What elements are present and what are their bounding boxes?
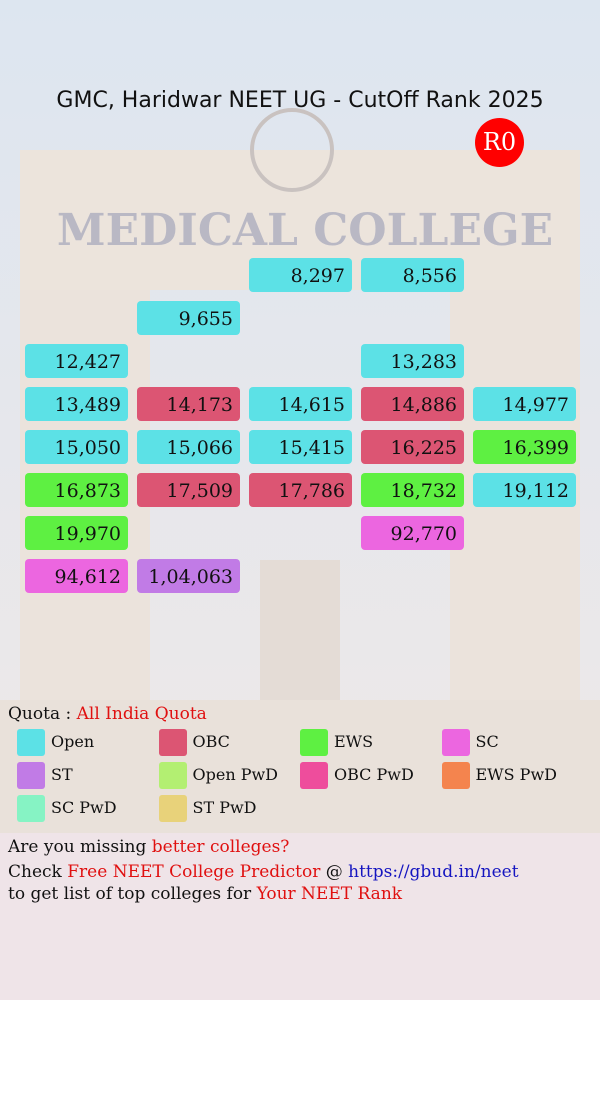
legend-swatch [441, 762, 470, 789]
legend-swatch [17, 762, 45, 789]
legend-label: Open PwD [192, 765, 279, 784]
highlight[interactable]: Free NEET College Predictor [67, 862, 321, 882]
legend-item: ST [17, 761, 73, 789]
legend-swatch [17, 795, 45, 822]
legend-swatch [17, 729, 45, 756]
rank-cell: 18,732 [361, 473, 464, 507]
quota: Quota : All India Quota [8, 704, 207, 724]
legend-swatch [300, 762, 328, 789]
text: Check [8, 862, 62, 882]
legend-swatch [158, 795, 187, 822]
rank-cell: 14,173 [137, 387, 240, 421]
rank-cell: 14,977 [473, 387, 576, 421]
quota-value: All India Quota [76, 704, 207, 724]
rank-cell: 9,655 [137, 301, 240, 335]
rank-cell: 16,873 [25, 473, 128, 507]
legend-label: Open [51, 732, 95, 751]
legend-item: SC [441, 728, 499, 756]
legend-label: OBC [192, 732, 230, 751]
text: to get list of top colleges for [8, 884, 252, 904]
rank-cell: 15,050 [25, 430, 128, 464]
rank-cell: 8,556 [361, 258, 464, 292]
footer-line: to get list of top colleges for Your NEE… [8, 884, 402, 904]
rank-cell: 15,415 [249, 430, 352, 464]
rank-cell: 16,399 [473, 430, 576, 464]
rank-cell: 13,489 [25, 387, 128, 421]
legend-item: SC PwD [17, 794, 117, 822]
rank-cell: 8,297 [249, 258, 352, 292]
rank-cell: 19,112 [473, 473, 576, 507]
rank-cell: 17,786 [249, 473, 352, 507]
rank-cell: 15,066 [137, 430, 240, 464]
legend-item: OBC [158, 728, 230, 756]
rank-cell: 1,04,063 [137, 559, 240, 593]
legend-item: Open PwD [158, 761, 279, 789]
legend-label: OBC PwD [334, 765, 414, 784]
legend-swatch [300, 729, 328, 756]
text: Are you missing [8, 837, 147, 857]
legend-label: ST PwD [192, 798, 257, 817]
link[interactable]: https://gbud.in/neet [348, 862, 519, 882]
footer: Are you missing better colleges? Check F… [0, 833, 600, 1000]
legend-swatch [441, 729, 470, 756]
legend-label: EWS [334, 732, 374, 751]
highlight: better colleges? [151, 837, 290, 857]
rank-cell: 19,970 [25, 516, 128, 550]
legend-label: SC [475, 732, 499, 751]
rank-cell: 17,509 [137, 473, 240, 507]
legend-item: EWS [300, 728, 373, 756]
legend-item: EWS PwD [441, 761, 557, 789]
title: GMC, Haridwar NEET UG - CutOff Rank 2025 [56, 88, 544, 113]
legend-label: SC PwD [51, 798, 117, 817]
quota-label: Quota : [8, 704, 72, 724]
legend-item: Open [17, 728, 94, 756]
footer-line: Are you missing better colleges? [8, 837, 289, 857]
rank-cell: 14,615 [249, 387, 352, 421]
legend-label: ST [51, 765, 73, 784]
rank-cell: 92,770 [361, 516, 464, 550]
svg-text:MEDICAL COLLEGE: MEDICAL COLLEGE [57, 205, 553, 256]
legend-item: ST PwD [158, 794, 257, 822]
highlight: Your NEET Rank [256, 884, 403, 904]
rank-cell: 16,225 [361, 430, 464, 464]
rank-cell: 12,427 [25, 344, 128, 378]
rank-cell: 94,612 [25, 559, 128, 593]
legend-label: EWS PwD [475, 765, 557, 784]
text: @ [325, 862, 343, 882]
round-badge: R0 [475, 118, 524, 167]
rank-cell: 14,886 [361, 387, 464, 421]
legend-swatch [158, 762, 187, 789]
rank-cell: 13,283 [361, 344, 464, 378]
legend-swatch [158, 729, 187, 756]
legend-item: OBC PwD [300, 761, 414, 789]
footer-line: Check Free NEET College Predictor @ http… [8, 862, 519, 882]
